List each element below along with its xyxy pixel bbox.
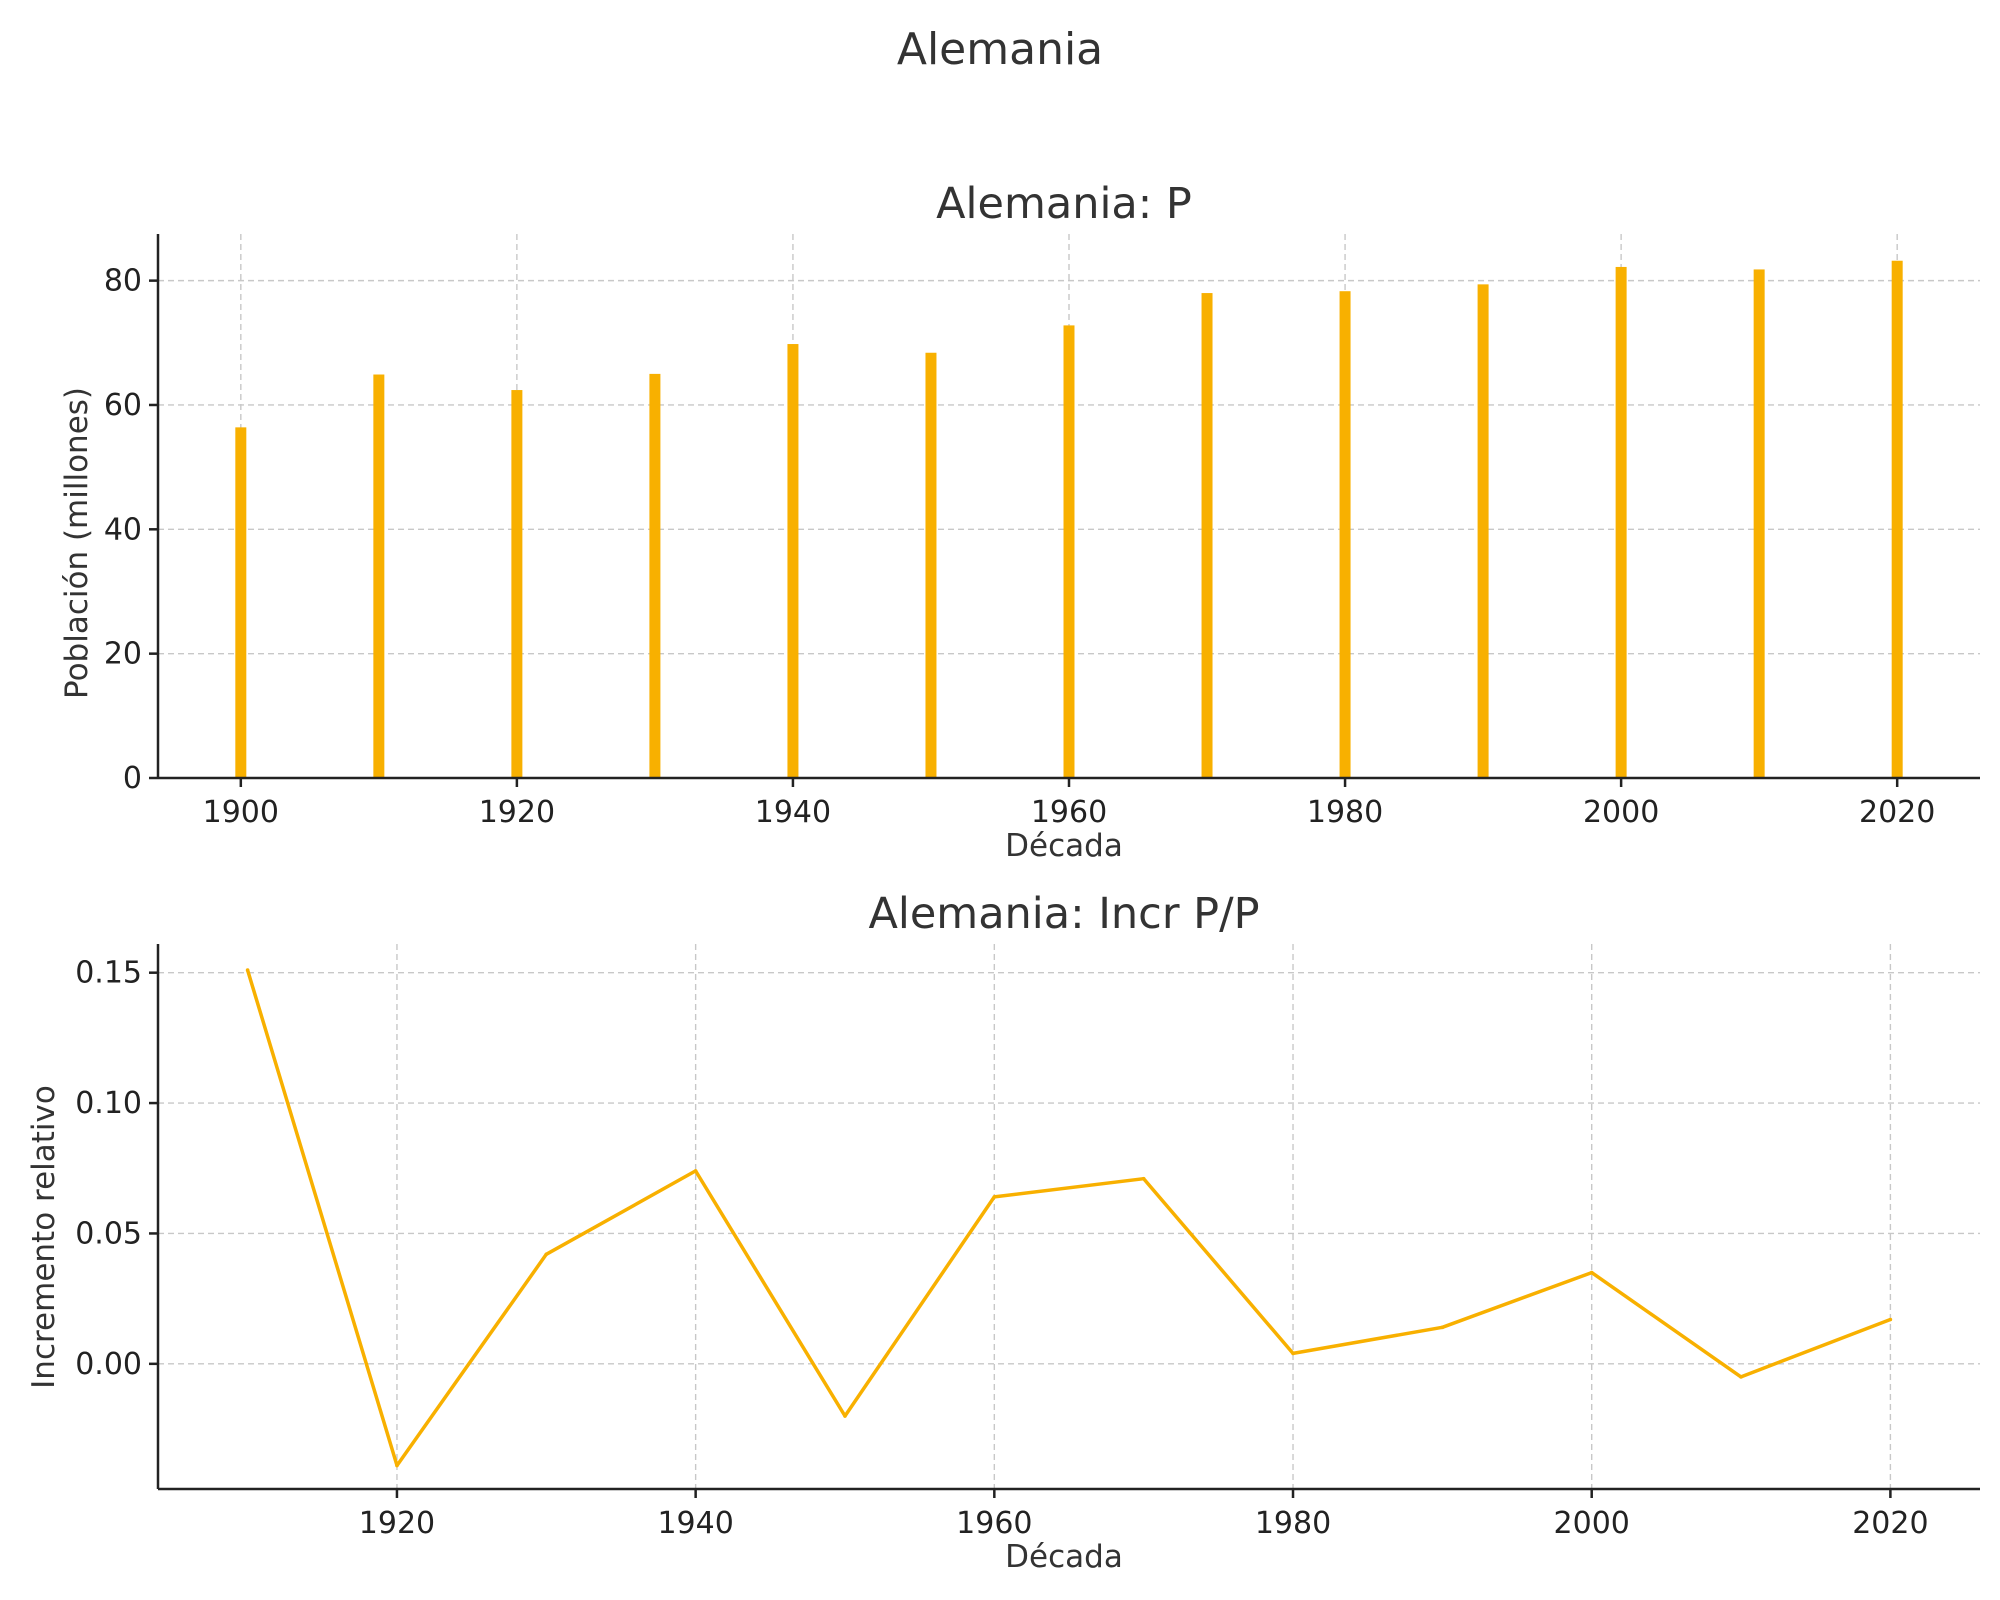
population-bar-1900 — [235, 427, 247, 778]
increment-point-1930 — [544, 1252, 549, 1257]
population-bar-2020 — [1891, 260, 1903, 778]
population-y-tick-label: 40 — [104, 512, 142, 547]
increment-x-axis-label: Década — [1005, 1539, 1123, 1575]
increment-chart-title: Alemania: Incr P/P — [868, 889, 1259, 939]
increment-axes: 1920 1940 1960 1980 2000 2020 0.00 0.05 0.10 0.15 — [75, 944, 1980, 1541]
increment-x-tick-label: 2020 — [1852, 1506, 1928, 1541]
increment-point-1960 — [992, 1195, 997, 1199]
population-x-tick-label: 1920 — [479, 795, 555, 830]
population-bar-1990 — [1477, 284, 1489, 778]
population-bar-1970 — [1201, 293, 1213, 778]
increment-point-1950 — [843, 1414, 847, 1418]
increment-y-tick-label: 0.05 — [75, 1216, 142, 1251]
population-bar-1920 — [511, 390, 523, 778]
increment-y-tick-label: 0.00 — [75, 1347, 142, 1382]
population-bar-1960 — [1063, 325, 1075, 778]
increment-point-1910 — [245, 968, 250, 972]
increment-x-tick-label: 1920 — [359, 1506, 435, 1541]
population-bar-1940 — [787, 344, 799, 778]
increment-point-1940 — [693, 1169, 698, 1173]
increment-point-1980 — [1291, 1351, 1295, 1356]
increment-grid — [158, 944, 1980, 1489]
increment-series-line — [245, 969, 1892, 1468]
increment-x-tick-label: 1960 — [956, 1506, 1032, 1541]
population-bar-1950 — [925, 352, 937, 778]
population-y-tick-label: 0 — [123, 761, 142, 796]
increment-series — [245, 968, 1893, 1468]
population-x-axis-label: Década — [1005, 828, 1123, 864]
increment-y-axis-label: Incremento relativo — [26, 1085, 62, 1389]
population-y-tick-label: 80 — [104, 264, 142, 299]
population-x-tick-label: 2020 — [1859, 795, 1935, 830]
population-x-tick-label: 1980 — [1307, 795, 1383, 830]
population-x-tick-label: 2000 — [1583, 795, 1659, 830]
population-bars — [235, 260, 1903, 778]
population-y-tick-label: 60 — [104, 388, 142, 423]
increment-point-1990 — [1440, 1325, 1445, 1330]
population-bar-chart: Alemania: P 1900 1920 1940 1960 1980 2000 2020… — [59, 179, 1980, 864]
population-y-axis-label: Población (millones) — [59, 387, 95, 699]
increment-x-tick-label: 2000 — [1554, 1506, 1630, 1541]
population-bar-1930 — [649, 373, 661, 778]
population-axes: 1900 1920 1940 1960 1980 2000 2020 0 20 40 60 80 — [104, 234, 1980, 830]
population-bar-2000 — [1615, 266, 1627, 778]
population-bar-2010 — [1753, 269, 1765, 778]
relative-increment-line-chart: Alemania: Incr P/P 1920 1940 1960 1980 2000 2… — [26, 889, 1980, 1575]
increment-point-1970 — [1141, 1176, 1146, 1181]
figure-title: Alemania — [897, 24, 1103, 75]
increment-point-2020 — [1888, 1317, 1893, 1322]
increment-x-tick-label: 1940 — [657, 1506, 733, 1541]
increment-point-2010 — [1739, 1375, 1743, 1379]
increment-point-2000 — [1589, 1270, 1594, 1275]
population-chart-title: Alemania: P — [936, 179, 1192, 229]
population-bar-1910 — [373, 374, 385, 778]
population-x-tick-label: 1940 — [755, 795, 831, 830]
increment-y-tick-label: 0.10 — [75, 1086, 142, 1121]
population-x-tick-label: 1900 — [203, 795, 279, 830]
population-bar-1980 — [1339, 291, 1351, 778]
increment-x-tick-label: 1980 — [1255, 1506, 1331, 1541]
population-y-tick-label: 20 — [104, 637, 142, 672]
increment-y-tick-label: 0.15 — [75, 956, 142, 991]
population-x-tick-label: 1960 — [1031, 795, 1107, 830]
increment-point-1920 — [395, 1463, 399, 1468]
